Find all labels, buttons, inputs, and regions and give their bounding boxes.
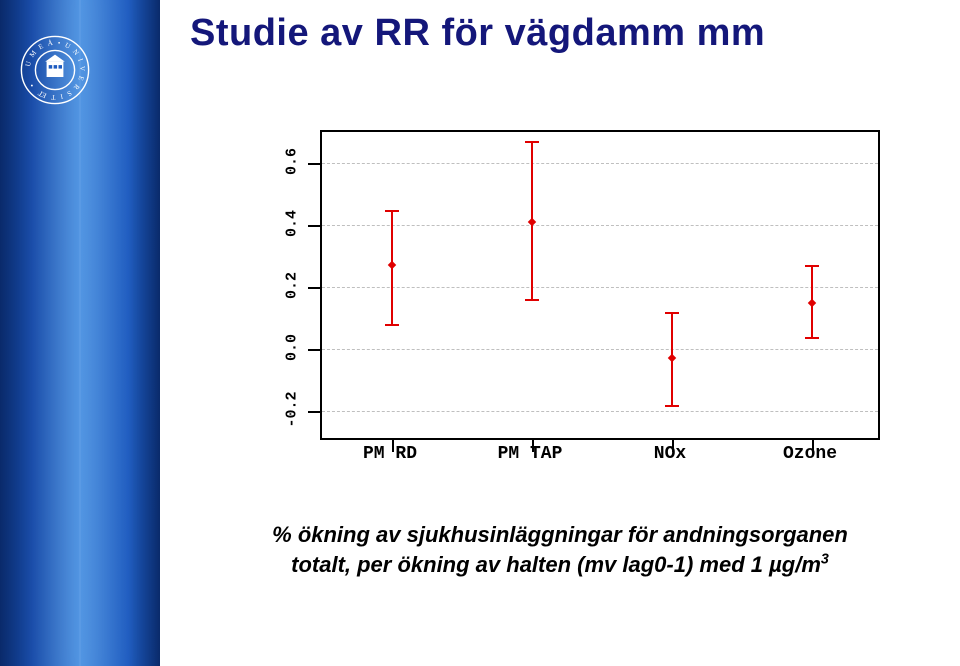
x-tick-label: PM TAP	[498, 444, 563, 464]
y-tick-label: -0.2	[284, 390, 301, 430]
y-tick-label: 0.4	[284, 204, 301, 244]
y-tick	[308, 411, 320, 413]
grid-line	[322, 349, 878, 350]
y-tick	[308, 225, 320, 227]
point-estimate	[808, 298, 816, 306]
y-tick	[308, 163, 320, 165]
x-tick-label: NOx	[654, 444, 686, 464]
point-estimate	[388, 261, 396, 269]
ci-cap-bottom	[525, 299, 539, 301]
plot-area: -0.20.00.20.40.6	[320, 130, 880, 440]
chart: -0.20.00.20.40.6 PM RDPM TAPNOxOzone	[260, 120, 900, 490]
y-tick-label: 0.6	[284, 142, 301, 182]
caption-sup: 3	[821, 551, 829, 567]
grid-line	[322, 225, 878, 226]
y-tick	[308, 349, 320, 351]
y-tick	[308, 287, 320, 289]
grid-line	[322, 411, 878, 412]
slide: U M E Å • U N I V E R S I T E T • Studie…	[0, 0, 960, 666]
slide-title: Studie av RR för vägdamm mm	[190, 12, 765, 55]
caption-line2: totalt, per ökning av halten (mv lag0-1)…	[291, 552, 821, 577]
y-tick-label: 0.2	[284, 266, 301, 306]
ci-cap-bottom	[385, 324, 399, 326]
grid-line	[322, 163, 878, 164]
point-estimate	[668, 354, 676, 362]
chart-caption: % ökning av sjukhusinläggningar för andn…	[210, 520, 910, 579]
ci-cap-bottom	[805, 337, 819, 339]
ci-cap-top	[525, 141, 539, 143]
ci-cap-bottom	[665, 405, 679, 407]
x-tick-label: Ozone	[783, 444, 837, 464]
ci-cap-top	[805, 265, 819, 267]
x-tick-label: PM RD	[363, 444, 417, 464]
ci-cap-top	[385, 210, 399, 212]
ci-cap-top	[665, 312, 679, 314]
sidebar-gradient: U M E Å • U N I V E R S I T E T •	[0, 0, 160, 666]
umea-university-logo: U M E Å • U N I V E R S I T E T •	[20, 35, 90, 105]
content-area: Studie av RR för vägdamm mm -0.20.00.20.…	[160, 0, 960, 666]
caption-line1: % ökning av sjukhusinläggningar för andn…	[272, 522, 848, 547]
grid-line	[322, 287, 878, 288]
y-tick-label: 0.0	[284, 328, 301, 368]
